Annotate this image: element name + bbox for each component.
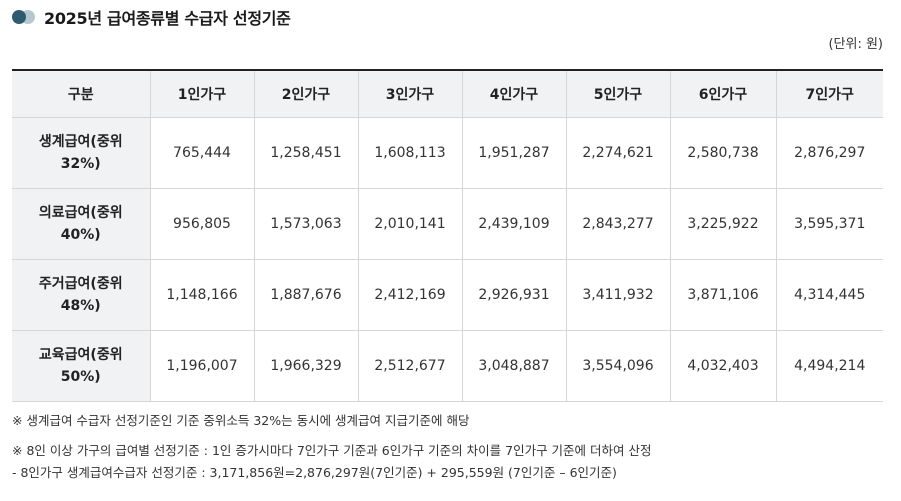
footnote: ※ 생계급여 수급자 선정기준인 기준 중위소득 32%는 동시에 생계급여 지… — [12, 413, 470, 428]
table-cell: 2,876,297 — [775, 117, 883, 189]
row-label: 교육급여(중위 50%) — [12, 330, 150, 402]
title-bullet-icon — [12, 10, 38, 24]
bullet-dot-dark — [12, 10, 26, 24]
table-cell: 4,494,214 — [775, 330, 883, 402]
table-cell: 2,412,169 — [357, 259, 462, 331]
page-title-row: 2025년 급여종류별 수급자 선정기준 — [12, 6, 291, 28]
table-cell: 2,580,738 — [669, 117, 776, 189]
table-cell: 2,274,621 — [565, 117, 670, 189]
table-cell: 2,010,141 — [357, 188, 462, 260]
column-header: 6인가구 — [669, 70, 776, 118]
unit-label: (단위: 원) — [828, 37, 883, 52]
table-cell: 956,805 — [149, 188, 254, 260]
table-row: 생계급여(중위 32%) 765,444 1,258,451 1,608,113… — [12, 117, 883, 189]
column-header: 2인가구 — [253, 70, 358, 118]
table-cell: 3,871,106 — [669, 259, 776, 331]
table-cell: 1,966,329 — [253, 330, 358, 402]
table-cell: 765,444 — [149, 117, 254, 189]
table-row: 교육급여(중위 50%) 1,196,007 1,966,329 2,512,6… — [12, 330, 883, 402]
table-cell: 2,926,931 — [461, 259, 566, 331]
page-title: 2025년 급여종류별 수급자 선정기준 — [44, 9, 291, 28]
selection-criteria-table: 구분 1인가구 2인가구 3인가구 4인가구 5인가구 6인가구 7인가구 생계… — [12, 69, 883, 402]
column-header: 4인가구 — [461, 70, 566, 118]
table-cell: 1,887,676 — [253, 259, 358, 331]
footnote: ※ 8인 이상 가구의 급여별 선정기준 : 1인 증가시마다 7인가구 기준과… — [12, 443, 652, 458]
table-cell: 1,573,063 — [253, 188, 358, 260]
table-cell: 2,439,109 — [461, 188, 566, 260]
table-cell: 1,148,166 — [149, 259, 254, 331]
table-cell: 1,608,113 — [357, 117, 462, 189]
column-header: 3인가구 — [357, 70, 462, 118]
table-cell: 3,595,371 — [775, 188, 883, 260]
table-cell: 1,196,007 — [149, 330, 254, 402]
table-cell: 3,048,887 — [461, 330, 566, 402]
column-header: 1인가구 — [149, 70, 254, 118]
table-cell: 3,554,096 — [565, 330, 670, 402]
row-label: 주거급여(중위 48%) — [12, 259, 150, 331]
table-row: 주거급여(중위 48%) 1,148,166 1,887,676 2,412,1… — [12, 259, 883, 331]
table-cell: 1,258,451 — [253, 117, 358, 189]
row-label: 의료급여(중위 40%) — [12, 188, 150, 260]
row-label: 생계급여(중위 32%) — [12, 117, 150, 189]
table-cell: 2,512,677 — [357, 330, 462, 402]
column-header: 5인가구 — [565, 70, 670, 118]
header-corner-cell: 구분 — [12, 70, 150, 118]
table-row: 의료급여(중위 40%) 956,805 1,573,063 2,010,141… — [12, 188, 883, 260]
table-cell: 1,951,287 — [461, 117, 566, 189]
table-cell: 3,411,932 — [565, 259, 670, 331]
table-cell: 3,225,922 — [669, 188, 776, 260]
footnotes: ※ 생계급여 수급자 선정기준인 기준 중위소득 32%는 동시에 생계급여 지… — [12, 410, 892, 484]
column-header: 7인가구 — [775, 70, 883, 118]
table-cell: 4,032,403 — [669, 330, 776, 402]
footnote: - 8인가구 생계급여수급자 선정기준 : 3,171,856원=2,876,2… — [12, 465, 617, 480]
table-cell: 4,314,445 — [775, 259, 883, 331]
table-header-row: 구분 1인가구 2인가구 3인가구 4인가구 5인가구 6인가구 7인가구 — [12, 70, 883, 118]
table-cell: 2,843,277 — [565, 188, 670, 260]
